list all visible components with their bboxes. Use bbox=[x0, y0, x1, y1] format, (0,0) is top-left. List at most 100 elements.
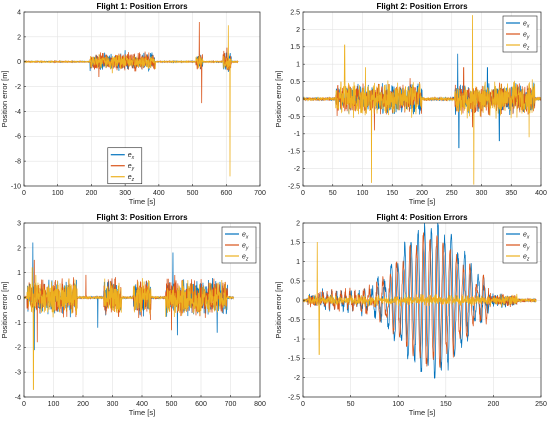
y-tick-label: 1 bbox=[296, 62, 300, 69]
x-tick-label: 500 bbox=[166, 401, 178, 408]
x-tick-label: 250 bbox=[535, 401, 547, 408]
y-tick-label: -2 bbox=[294, 166, 300, 173]
legend-label-ey: ey bbox=[523, 32, 530, 41]
y-tick-label: 2 bbox=[296, 27, 300, 34]
x-tick-label: 300 bbox=[476, 190, 488, 197]
x-tick-label: 100 bbox=[357, 190, 369, 197]
y-tick-label: 0.5 bbox=[290, 278, 300, 285]
x-tick-label: 300 bbox=[119, 190, 131, 197]
x-tick-label: 600 bbox=[195, 401, 207, 408]
x-tick-label: 400 bbox=[535, 190, 547, 197]
x-tick-label: 200 bbox=[86, 190, 98, 197]
chart-title: Flight 3: Position Errors bbox=[96, 213, 188, 222]
y-tick-label: 2.5 bbox=[290, 9, 300, 16]
y-tick-label: -1.5 bbox=[288, 356, 300, 363]
legend-label-ez: ez bbox=[128, 174, 135, 183]
y-tick-label: 0 bbox=[17, 59, 21, 66]
x-axis-label: Time [s] bbox=[409, 197, 435, 206]
y-axis-label: Position error [m] bbox=[0, 281, 9, 338]
x-tick-label: 700 bbox=[254, 190, 266, 197]
legend: ex ey ez bbox=[502, 226, 538, 264]
x-tick-label: 0 bbox=[301, 190, 305, 197]
y-tick-label: -1.5 bbox=[288, 149, 300, 156]
series-line-ex bbox=[303, 223, 537, 379]
x-tick-label: 400 bbox=[136, 401, 148, 408]
y-tick-label: -1 bbox=[294, 336, 300, 343]
chart-3: 0 100 200 300 400 500 600 700 800 -4 -3 -2 -1 0 1 2 3 Fli… bbox=[0, 213, 266, 417]
x-tick-label: 500 bbox=[187, 190, 199, 197]
y-tick-label: -2.5 bbox=[288, 183, 300, 190]
y-tick-label: 4 bbox=[17, 9, 21, 16]
y-tick-label: 0 bbox=[17, 295, 21, 302]
y-tick-label: -4 bbox=[15, 394, 21, 401]
x-tick-label: 400 bbox=[153, 190, 165, 197]
x-tick-label: 0 bbox=[22, 190, 26, 197]
y-tick-label: 2 bbox=[17, 34, 21, 41]
y-tick-label: 2 bbox=[296, 220, 300, 227]
y-tick-label: 0.5 bbox=[290, 79, 300, 86]
chart-4: 0 50 100 150 200 250 -2.5 -2 -1.5 -1 -0.5 0 0.5 1 1.5 2… bbox=[274, 213, 547, 417]
y-axis-label: Position error [m] bbox=[274, 70, 283, 127]
x-tick-label: 150 bbox=[440, 401, 452, 408]
x-tick-label: 150 bbox=[386, 190, 398, 197]
y-tick-label: 1 bbox=[296, 259, 300, 266]
x-tick-label: 300 bbox=[107, 401, 119, 408]
y-tick-label: -6 bbox=[15, 134, 21, 141]
x-axis-label: Time [s] bbox=[409, 408, 435, 417]
legend: ex ey ez bbox=[107, 147, 143, 185]
x-tick-label: 50 bbox=[329, 190, 337, 197]
y-tick-label: -0.5 bbox=[288, 317, 300, 324]
y-tick-label: 0 bbox=[296, 96, 300, 103]
series-line-ez bbox=[303, 15, 541, 185]
chart-title: Flight 2: Position Errors bbox=[376, 2, 468, 11]
y-tick-label: -2 bbox=[294, 375, 300, 382]
x-tick-label: 250 bbox=[446, 190, 458, 197]
y-tick-label: -1 bbox=[15, 320, 21, 327]
x-tick-label: 100 bbox=[48, 401, 60, 408]
legend-label-ey: ey bbox=[523, 243, 530, 252]
x-tick-label: 800 bbox=[254, 401, 266, 408]
y-axis-label: Position error [m] bbox=[0, 70, 9, 127]
y-tick-label: 0 bbox=[296, 298, 300, 305]
chart-1: 0 100 200 300 400 500 600 700 -10 -8 -6 -4 -2 0 2 4 Flig… bbox=[0, 2, 266, 206]
chart-2: 0 50 100 150 200 250 300 350 400 -2.5 -2 -1.5 -1 -0.5… bbox=[274, 2, 547, 206]
x-axis-label: Time [s] bbox=[129, 408, 155, 417]
legend-label-ez: ez bbox=[523, 43, 530, 52]
y-tick-label: 1 bbox=[17, 270, 21, 277]
y-tick-label: -1 bbox=[294, 131, 300, 138]
y-tick-label: -8 bbox=[15, 159, 21, 166]
y-tick-label: -0.5 bbox=[288, 114, 300, 121]
series-line-ez bbox=[24, 267, 234, 390]
x-tick-label: 0 bbox=[301, 401, 305, 408]
y-tick-label: -10 bbox=[11, 183, 21, 190]
axes-box bbox=[23, 11, 261, 187]
y-tick-label: -3 bbox=[15, 370, 21, 377]
x-axis-label: Time [s] bbox=[129, 197, 155, 206]
x-tick-label: 700 bbox=[225, 401, 237, 408]
x-tick-label: 200 bbox=[488, 401, 500, 408]
y-tick-label: 1.5 bbox=[290, 240, 300, 247]
legend-label-ex: ex bbox=[523, 21, 530, 30]
x-tick-label: 350 bbox=[505, 190, 517, 197]
y-tick-label: -2 bbox=[15, 84, 21, 91]
series-line-ez bbox=[24, 25, 239, 177]
y-tick-label: 1.5 bbox=[290, 44, 300, 51]
legend-label-ez: ez bbox=[523, 254, 530, 263]
legend-label-ey: ey bbox=[128, 163, 135, 172]
x-tick-label: 200 bbox=[416, 190, 428, 197]
axes-box bbox=[302, 222, 542, 398]
chart-title: Flight 1: Position Errors bbox=[96, 2, 188, 11]
y-tick-label: -4 bbox=[15, 109, 21, 116]
x-tick-label: 200 bbox=[77, 401, 89, 408]
series-line-ez bbox=[303, 241, 537, 355]
legend-label-ey: ey bbox=[242, 243, 249, 252]
chart-title: Flight 4: Position Errors bbox=[376, 213, 468, 222]
x-tick-label: 100 bbox=[392, 401, 404, 408]
legend: ex ey ez bbox=[502, 15, 538, 53]
y-tick-label: 2 bbox=[17, 245, 21, 252]
y-axis-label: Position error [m] bbox=[274, 281, 283, 338]
series-line-ey bbox=[303, 232, 537, 368]
y-tick-label: 3 bbox=[17, 220, 21, 227]
legend: ex ey ez bbox=[221, 226, 257, 264]
